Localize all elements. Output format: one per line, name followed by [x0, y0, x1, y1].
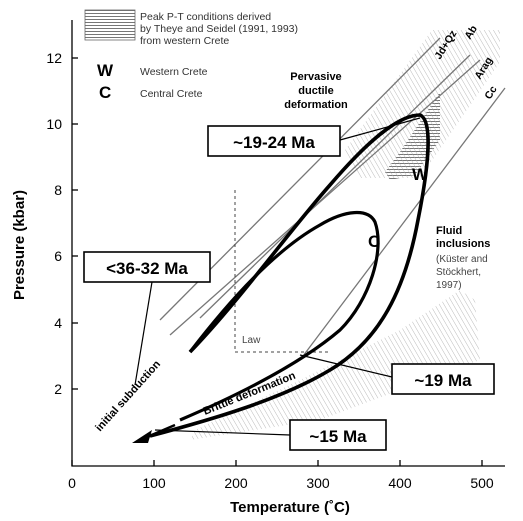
fluid-ref-2: Stöckhert, [436, 267, 481, 278]
legend: Peak P-T conditions derived by Theye and… [84, 9, 298, 102]
fluid-ref-1: (Küster and [436, 254, 488, 265]
age-label-15: ~15 Ma [309, 427, 367, 446]
fluid-inclusion-annotation: Fluid inclusions (Küster and Stöckhert, … [436, 225, 490, 291]
y-tick-label: 12 [46, 50, 62, 66]
y-tick-label: 4 [54, 315, 62, 331]
central-crete-pt-path [179, 210, 380, 422]
x-tick-label: 100 [142, 475, 166, 491]
legend-w-symbol: W [97, 61, 114, 80]
y-axis-title: Pressure (kbar) [11, 190, 28, 300]
peak-pt-field [345, 30, 500, 180]
initial-subduction-label: initial subduction [93, 358, 163, 434]
legend-peak-line-2: by Theye and Seidel (1991, 1993) [140, 23, 298, 35]
x-tick-labels: 0 100 200 300 400 500 [68, 475, 494, 491]
age-box-19: ~19 Ma [299, 354, 495, 395]
western-crete-pt-path [149, 113, 430, 438]
legend-w-text: Western Crete [140, 66, 208, 78]
arag-cc-line [169, 59, 481, 336]
x-tick-label: 300 [306, 475, 330, 491]
legend-c-symbol: C [99, 83, 111, 102]
fluid-ref-3: 1997) [436, 280, 462, 291]
age-box-36-32: <36-32 Ma [83, 251, 211, 386]
law-label: Law [242, 335, 261, 346]
pervasive-line-1: Pervasive [290, 71, 341, 83]
legend-peak-line-1: Peak P-T conditions derived [140, 11, 271, 23]
y-tick-label: 2 [54, 381, 62, 397]
path-letter-c: C [368, 232, 380, 251]
peak-pt-swatch [84, 9, 136, 41]
y-tick-label: 10 [46, 116, 62, 132]
y-tick-labels: 2 4 6 8 10 12 [46, 50, 62, 397]
legend-c-text: Central Crete [140, 88, 203, 100]
path-letter-w: W [412, 165, 429, 184]
pervasive-annotation: Pervasive ductile deformation [284, 71, 348, 111]
fluid-line-2: inclusions [436, 238, 490, 250]
age-label-19-24: ~19-24 Ma [233, 133, 315, 152]
exhumation-arrow [132, 423, 176, 443]
pervasive-line-2: ductile [298, 85, 333, 97]
x-tick-label: 0 [68, 475, 76, 491]
age-label-19: ~19 Ma [414, 371, 472, 390]
fluid-line-1: Fluid [436, 225, 462, 237]
age-box-15: ~15 Ma [154, 419, 387, 451]
lawsonite-field [234, 190, 330, 353]
x-tick-label: 400 [388, 475, 412, 491]
ab-line-2 [199, 54, 471, 319]
legend-peak-line-3: from western Crete [140, 35, 229, 47]
age-box-19-24: ~19-24 Ma [207, 117, 421, 157]
y-tick-label: 8 [54, 182, 62, 198]
x-tick-label: 500 [470, 475, 494, 491]
age-label-36-32: <36-32 Ma [106, 259, 188, 278]
y-tick-label: 6 [54, 248, 62, 264]
pervasive-line-3: deformation [284, 99, 348, 111]
x-tick-label: 200 [224, 475, 248, 491]
x-axis-title: Temperature (˚C) [230, 499, 350, 516]
y-tick-marks [72, 57, 78, 390]
x-tick-marks [71, 460, 483, 466]
cc-boundary-line [299, 87, 506, 361]
